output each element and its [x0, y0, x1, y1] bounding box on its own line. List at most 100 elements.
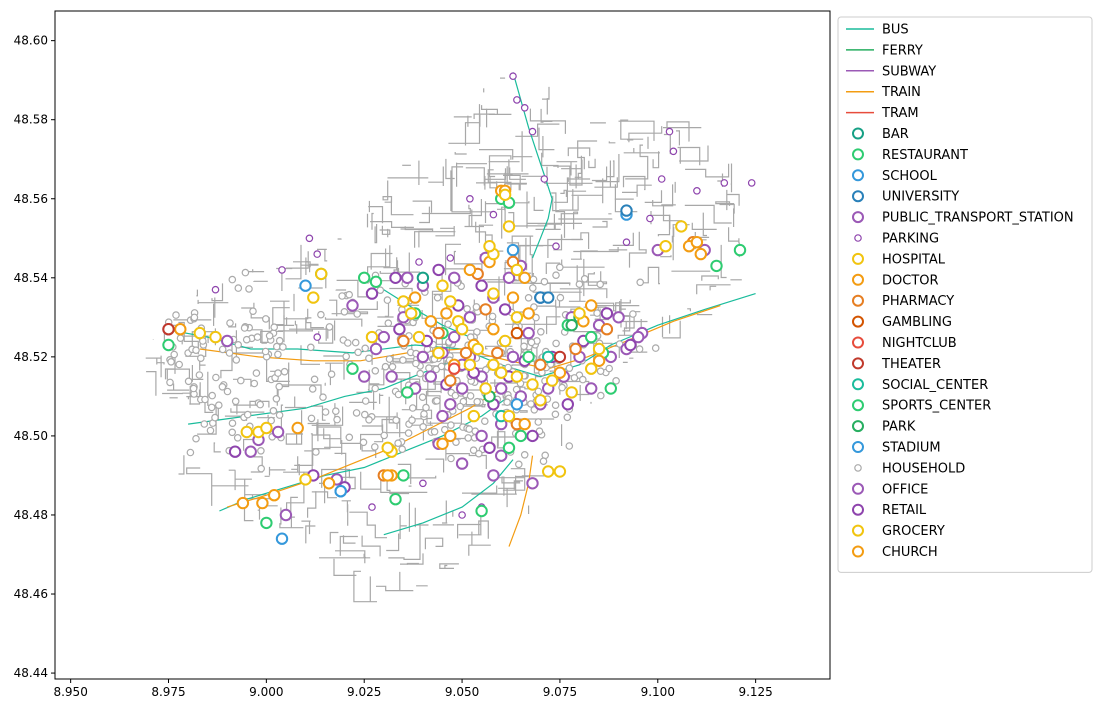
marker-household — [551, 410, 560, 419]
legend-swatch-nightclub — [852, 336, 864, 349]
marker-household — [469, 446, 478, 455]
marker-hospital — [526, 378, 539, 391]
marker-grocery — [365, 330, 379, 344]
y-tick-label: 48.44 — [14, 666, 48, 680]
marker-grocery — [534, 394, 547, 407]
road-segment — [361, 424, 384, 443]
marker-parking — [509, 72, 517, 81]
marker-household — [456, 402, 465, 411]
marker-public-transport-station — [448, 330, 461, 344]
marker-household — [444, 320, 452, 329]
marker-parking — [747, 179, 756, 187]
road-segment — [431, 278, 452, 320]
y-tick-label: 48.60 — [14, 34, 48, 48]
road-segment — [559, 189, 579, 211]
road-segment — [390, 199, 414, 216]
marker-household — [651, 344, 660, 352]
road-segment — [509, 167, 526, 180]
marker-household — [527, 338, 536, 347]
marker-household — [192, 434, 200, 443]
road-segment — [283, 456, 319, 473]
marker-household — [312, 448, 320, 456]
marker-parking — [305, 234, 314, 243]
marker-household — [215, 401, 223, 410]
marker-household — [172, 311, 180, 319]
road-segment — [464, 209, 484, 228]
legend-swatch-church — [852, 545, 864, 558]
marker-household — [321, 408, 330, 416]
marker-restaurant — [514, 429, 527, 443]
marker-household — [256, 400, 265, 409]
marker-household — [333, 415, 341, 424]
marker-household — [539, 457, 548, 466]
marker-household — [381, 362, 390, 371]
road-segment — [311, 491, 337, 499]
marker-household — [267, 416, 276, 425]
road-segment — [568, 287, 586, 302]
marker-household — [371, 366, 380, 375]
marker-pharmacy — [534, 358, 547, 371]
road-segment — [164, 357, 176, 380]
road-segment — [553, 234, 563, 251]
road-segment — [297, 464, 300, 476]
road-segment — [370, 252, 393, 270]
road-segment — [377, 300, 394, 318]
road-segment — [444, 564, 448, 569]
marker-doctor — [694, 247, 707, 261]
road-segment — [300, 244, 311, 266]
marker-household — [197, 354, 205, 363]
marker-university — [542, 291, 555, 304]
marker-household — [578, 375, 587, 384]
road-segment — [321, 468, 354, 488]
marker-hospital — [412, 330, 426, 344]
road-segment — [555, 293, 581, 308]
marker-household — [252, 369, 261, 377]
marker-household — [536, 327, 545, 336]
marker-household — [190, 313, 199, 322]
marker-household — [540, 277, 549, 286]
marker-hospital — [471, 342, 484, 356]
road-segment — [591, 160, 615, 182]
marker-household — [398, 445, 407, 454]
marker-household — [596, 391, 605, 400]
road-segment — [485, 345, 513, 350]
marker-household — [361, 344, 370, 353]
legend-swatch-university — [852, 190, 864, 203]
road-segment — [671, 227, 675, 243]
road-segment — [379, 225, 391, 235]
road-segment — [559, 288, 608, 299]
legend-label: PUBLIC_TRANSPORT_STATION — [882, 211, 1074, 226]
marker-household — [418, 393, 427, 402]
road-segment — [342, 535, 356, 544]
road-segment — [228, 323, 237, 328]
marker-public-transport-station — [463, 311, 477, 324]
road-segment — [243, 438, 256, 451]
marker-household — [408, 416, 416, 425]
legend-label: UNIVERSITY — [882, 190, 959, 205]
marker-household — [528, 284, 537, 292]
marker-restaurant — [162, 338, 175, 352]
road-segment — [329, 299, 338, 317]
marker-hospital — [498, 334, 512, 348]
marker-household — [240, 324, 249, 332]
marker-household — [464, 434, 473, 442]
marker-school — [510, 398, 524, 411]
legend-label: THEATER — [881, 357, 941, 372]
marker-household — [237, 376, 245, 385]
marker-restaurant — [604, 382, 617, 395]
marker-retail — [389, 271, 402, 284]
legend-label: HOUSEHOLD — [882, 461, 965, 476]
legend-label: FERRY — [882, 43, 923, 58]
road-segment — [244, 494, 267, 499]
marker-household — [192, 346, 200, 355]
road-segment — [515, 123, 560, 137]
road-segment — [458, 520, 489, 539]
road-segment — [657, 214, 671, 237]
road-segment — [618, 120, 655, 141]
legend-swatch-gambling — [852, 315, 864, 328]
marker-pharmacy — [432, 326, 445, 340]
marker-parking — [513, 96, 521, 104]
road-segment — [300, 345, 320, 365]
road-segment — [243, 507, 254, 522]
marker-office — [455, 382, 469, 395]
